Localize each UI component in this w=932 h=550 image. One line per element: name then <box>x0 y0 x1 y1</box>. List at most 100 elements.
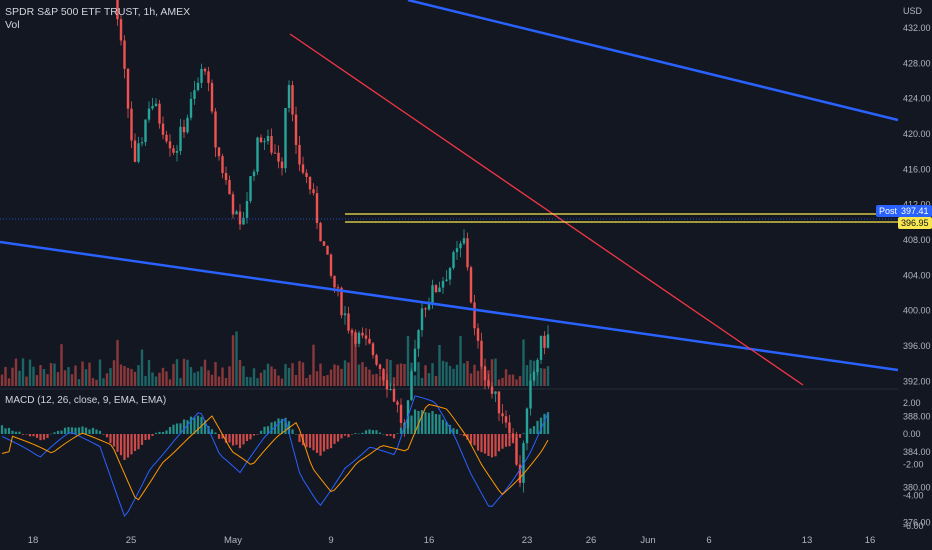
candle-body <box>214 111 217 148</box>
volume-bar <box>224 377 228 386</box>
symbol-title[interactable]: SPDR S&P 500 ETF TRUST, 1h, AMEX <box>5 6 191 18</box>
macd-histogram-bar <box>252 434 256 436</box>
macd-histogram-bar <box>235 434 238 445</box>
candle-body <box>154 103 158 106</box>
volume-bar <box>109 368 112 386</box>
candle-body <box>203 68 207 72</box>
candle-body <box>224 173 228 181</box>
macd-histogram-bar <box>228 434 231 443</box>
volume-bar <box>347 362 350 386</box>
volume-bar <box>154 376 158 386</box>
macd-tick-label: 0.00 <box>903 429 921 439</box>
volume-bar <box>427 373 431 386</box>
candle-body <box>242 217 245 225</box>
volume-bar <box>105 373 109 386</box>
macd-histogram-bar <box>147 434 151 440</box>
candle-body <box>378 364 382 369</box>
candle-body <box>266 136 270 142</box>
candle-body <box>340 287 343 316</box>
candle-body <box>207 71 210 83</box>
volume-bar <box>14 358 18 386</box>
volume-bar <box>529 359 532 386</box>
candle-body <box>371 343 375 356</box>
candle-body <box>287 85 291 109</box>
macd-histogram-bar <box>14 431 18 434</box>
macd-histogram-bar <box>35 434 39 438</box>
macd-histogram-bar <box>469 434 473 444</box>
candle-body <box>333 275 336 288</box>
macd-histogram-bar <box>88 429 91 434</box>
candle-body <box>168 141 172 149</box>
macd-histogram-bar <box>263 426 266 434</box>
volume-bar <box>49 363 53 386</box>
macd-histogram-bar <box>277 418 280 434</box>
candle-body <box>497 391 501 414</box>
volume-bar <box>98 359 102 386</box>
volume-bar <box>287 367 291 386</box>
candle-body <box>518 464 522 483</box>
macd-histogram-bar <box>347 434 350 438</box>
macd-histogram-bar <box>515 434 518 440</box>
volume-bar <box>161 367 165 386</box>
candle-body <box>123 40 126 69</box>
volume-bar <box>147 360 151 386</box>
macd-histogram-bar <box>70 427 74 434</box>
time-tick-label: 13 <box>801 535 813 546</box>
volume-bar <box>343 360 347 386</box>
macd-histogram-bar <box>280 418 284 434</box>
candle-body <box>284 108 287 169</box>
macd-histogram-bar <box>221 434 224 439</box>
macd-histogram-bar <box>448 424 452 434</box>
volume-bar <box>382 372 385 386</box>
macd-histogram-bar <box>487 434 490 457</box>
volume-bar <box>522 339 525 386</box>
volume-bar <box>357 364 361 386</box>
candle-body <box>406 400 410 429</box>
volume-bar <box>270 366 273 386</box>
time-tick-label: 25 <box>125 535 137 546</box>
macd-histogram-bar <box>67 427 70 434</box>
post-market-price: 397.41 <box>898 205 932 217</box>
volume-bar <box>210 374 214 386</box>
candle-body <box>417 330 420 349</box>
time-tick-label: 9 <box>328 535 334 546</box>
macd-histogram-bar <box>238 434 242 449</box>
volume-bar <box>35 375 39 386</box>
macd-histogram-bar <box>98 430 102 434</box>
volume-bar <box>217 376 221 386</box>
candle-body <box>361 332 364 336</box>
macd-histogram-bar <box>4 428 7 434</box>
volume-bar <box>539 368 543 386</box>
candle-body <box>140 142 144 144</box>
macd-indicator-label[interactable]: MACD (12, 26, close, 9, EMA, EMA) <box>5 395 167 406</box>
macd-histogram-bar <box>536 420 539 434</box>
volume-bar <box>354 331 357 386</box>
macd-histogram-bar <box>315 434 319 453</box>
volume-bar <box>7 378 11 386</box>
volume-bar <box>284 364 287 386</box>
macd-histogram-bar <box>462 434 466 437</box>
volume-label[interactable]: Vol <box>5 19 20 31</box>
macd-histogram-bar <box>193 417 196 434</box>
candle-body <box>539 335 543 360</box>
macd-histogram-bar <box>497 434 501 452</box>
candle-body <box>235 211 238 215</box>
candle-body <box>336 287 340 289</box>
macd-histogram-bar <box>406 418 410 434</box>
volume-bar <box>511 374 515 386</box>
volume-bar <box>280 378 284 386</box>
macd-histogram-bar <box>182 419 186 434</box>
macd-histogram-bar <box>508 434 511 447</box>
macd-histogram-bar <box>168 426 172 434</box>
volume-bar <box>0 374 4 386</box>
volume-bar <box>389 359 392 386</box>
macd-histogram-bar <box>7 427 11 434</box>
volume-bar <box>119 364 123 386</box>
macd-histogram-bar <box>0 425 4 434</box>
macd-histogram-bar <box>39 434 42 441</box>
macd-histogram-bar <box>123 434 126 460</box>
volume-bar <box>399 363 403 386</box>
candle-body <box>494 391 497 394</box>
macd-histogram-bar <box>445 421 448 434</box>
